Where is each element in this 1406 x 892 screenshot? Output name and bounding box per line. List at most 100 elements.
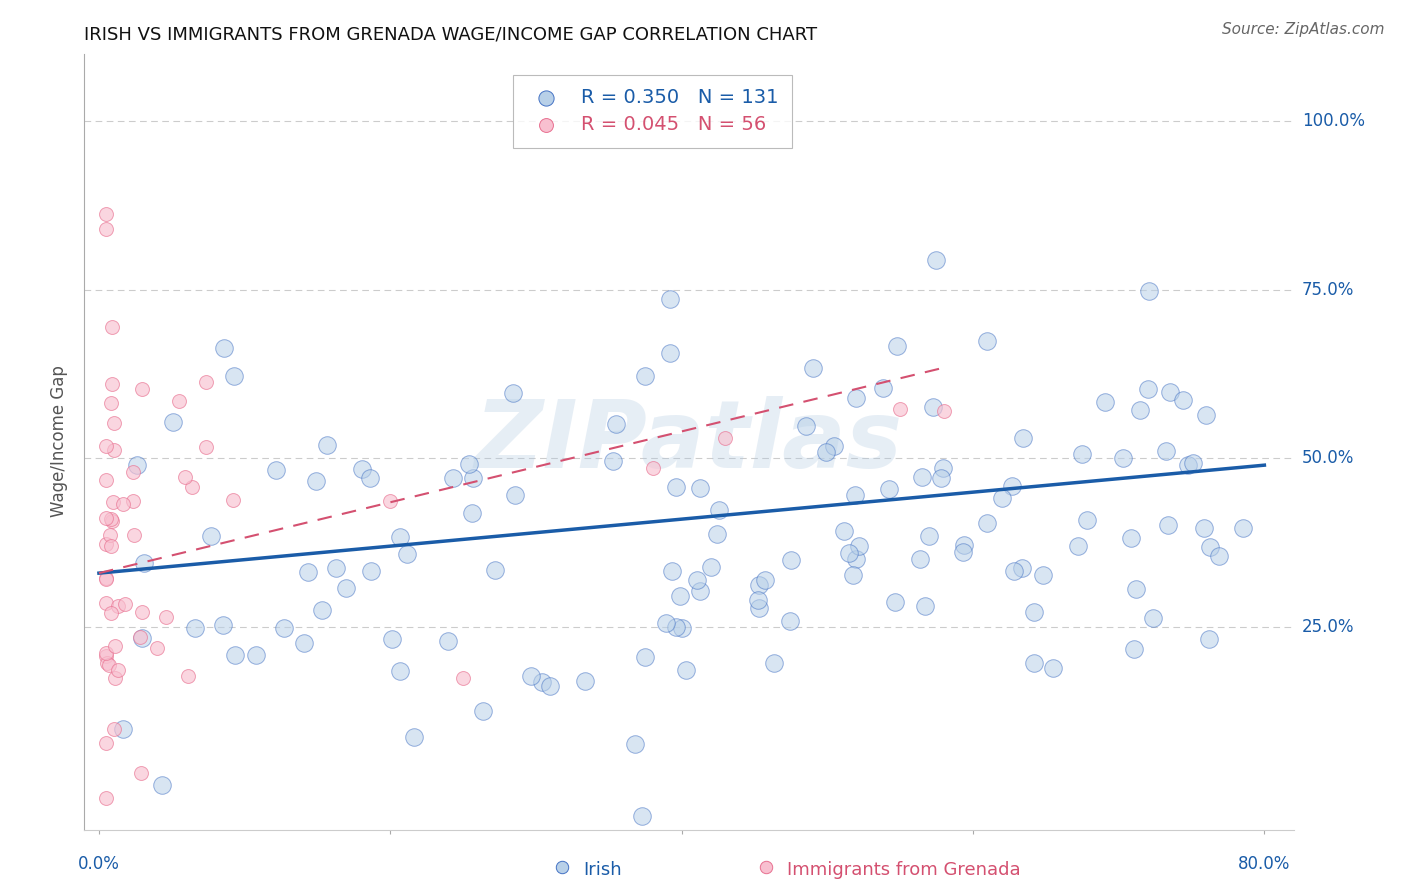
Point	[654, 615, 676, 630]
Point	[96, 511, 118, 525]
Point	[845, 391, 868, 405]
Point	[706, 527, 728, 541]
Point	[754, 574, 776, 588]
Point	[1071, 447, 1094, 461]
Point	[100, 512, 122, 526]
Point	[832, 524, 855, 539]
Point	[624, 737, 647, 751]
Point	[389, 664, 412, 678]
Point	[520, 669, 543, 683]
Point	[96, 656, 118, 670]
Point	[131, 382, 153, 396]
Point	[1137, 382, 1160, 396]
Point	[96, 572, 118, 586]
Point	[658, 293, 681, 307]
Point	[661, 564, 683, 578]
Point	[502, 386, 524, 401]
Y-axis label: Wage/Income Gap: Wage/Income Gap	[51, 366, 69, 517]
Text: IRISH VS IMMIGRANTS FROM GRENADA WAGE/INCOME GAP CORRELATION CHART: IRISH VS IMMIGRANTS FROM GRENADA WAGE/IN…	[84, 26, 817, 44]
Text: 100.0%: 100.0%	[1302, 112, 1365, 130]
Point	[669, 590, 692, 604]
Legend: R = 0.350   N = 131, R = 0.045   N = 56: R = 0.350 N = 131, R = 0.045 N = 56	[513, 75, 792, 148]
Point	[914, 599, 936, 613]
Point	[114, 597, 136, 611]
Point	[112, 722, 135, 736]
Point	[103, 416, 125, 430]
Point	[245, 648, 267, 663]
Point	[1042, 661, 1064, 675]
Point	[1125, 582, 1147, 597]
Point	[1022, 605, 1045, 619]
Point	[1076, 514, 1098, 528]
Point	[131, 631, 153, 645]
Point	[100, 540, 122, 554]
Point	[273, 621, 295, 635]
Point	[311, 603, 333, 617]
Point	[665, 620, 688, 634]
Point	[96, 222, 118, 236]
Point	[1032, 568, 1054, 582]
Point	[155, 609, 177, 624]
Point	[1112, 451, 1135, 466]
Point	[98, 657, 121, 672]
Point	[100, 606, 122, 620]
Point	[671, 622, 693, 636]
Point	[910, 470, 932, 484]
Point	[211, 618, 233, 632]
Point	[1067, 539, 1090, 553]
Text: Immigrants from Grenada: Immigrants from Grenada	[787, 861, 1021, 879]
Point	[675, 663, 697, 677]
Point	[1198, 632, 1220, 647]
Text: 80.0%: 80.0%	[1239, 855, 1291, 872]
Point	[101, 495, 124, 509]
Point	[100, 320, 122, 334]
Point	[872, 381, 894, 395]
Point	[458, 458, 481, 472]
Point	[224, 368, 246, 383]
Point	[162, 415, 184, 429]
Point	[96, 647, 118, 661]
Text: Irish: Irish	[583, 861, 621, 879]
Point	[814, 445, 837, 459]
Text: 0.0%: 0.0%	[77, 855, 120, 872]
Point	[908, 551, 931, 566]
Point	[359, 471, 381, 485]
Point	[877, 482, 900, 496]
Point	[101, 377, 124, 392]
Point	[194, 440, 217, 454]
Point	[461, 506, 484, 520]
Point	[1024, 657, 1046, 671]
Point	[212, 341, 235, 355]
Point	[1157, 518, 1180, 533]
Point	[122, 494, 145, 508]
Point	[1011, 561, 1033, 575]
Point	[1173, 393, 1195, 408]
Point	[755, 860, 778, 874]
Point	[932, 404, 955, 418]
Point	[634, 369, 657, 384]
Point	[889, 402, 911, 417]
Point	[484, 563, 506, 577]
Point	[107, 663, 129, 677]
Point	[1177, 458, 1199, 472]
Point	[1192, 521, 1215, 535]
Point	[823, 439, 845, 453]
Point	[1232, 521, 1254, 535]
Point	[169, 394, 191, 409]
Point	[125, 458, 148, 472]
Point	[124, 527, 146, 541]
Point	[630, 808, 652, 822]
Point	[103, 639, 125, 653]
Point	[1142, 611, 1164, 625]
Point	[122, 465, 145, 479]
Point	[918, 529, 941, 543]
Point	[131, 605, 153, 619]
Point	[763, 657, 786, 671]
Point	[883, 595, 905, 609]
Point	[451, 671, 474, 685]
Point	[96, 207, 118, 221]
Point	[96, 596, 118, 610]
Point	[976, 516, 998, 530]
Point	[107, 599, 129, 614]
Point	[641, 461, 664, 475]
